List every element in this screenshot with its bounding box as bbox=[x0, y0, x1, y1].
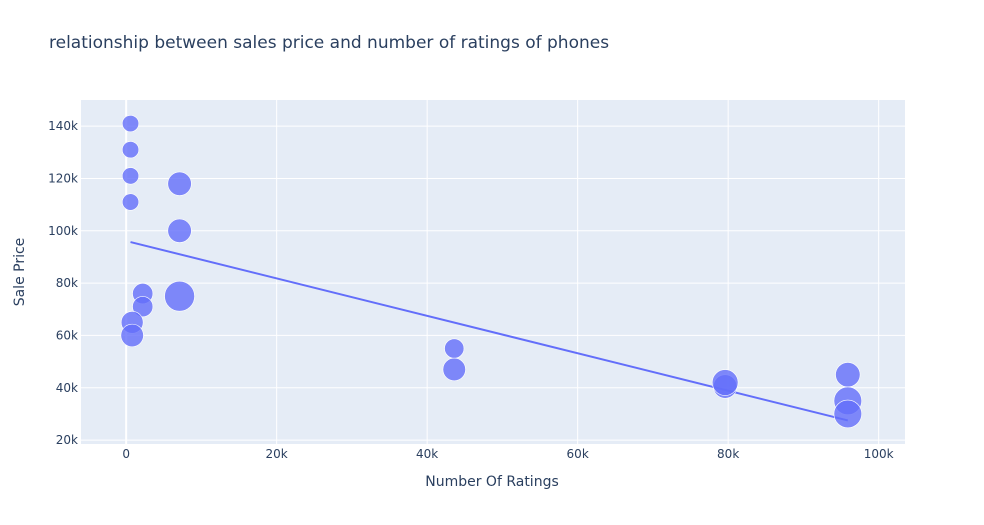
x-tick-label: 0 bbox=[122, 447, 130, 461]
x-tick-label: 60k bbox=[567, 447, 589, 461]
data-point[interactable] bbox=[121, 114, 140, 133]
x-tick-label: 40k bbox=[416, 447, 438, 461]
data-point[interactable] bbox=[132, 296, 154, 318]
data-point[interactable] bbox=[120, 323, 144, 348]
x-tick-label: 80k bbox=[717, 447, 739, 461]
grid-lines bbox=[81, 100, 905, 444]
data-point[interactable] bbox=[164, 280, 195, 312]
x-tick-label: 20k bbox=[266, 447, 288, 461]
y-tick-label: 140k bbox=[48, 119, 78, 133]
data-point[interactable] bbox=[442, 357, 466, 382]
data-point[interactable] bbox=[711, 369, 739, 396]
y-tick-label: 80k bbox=[56, 276, 78, 290]
y-tick-label: 60k bbox=[56, 328, 78, 342]
data-point[interactable] bbox=[167, 171, 192, 196]
y-axis-ticks: 20k 40k 60k 80k 100k 120k 140k bbox=[48, 119, 78, 447]
x-tick-label: 100k bbox=[864, 447, 894, 461]
y-tick-label: 40k bbox=[56, 381, 78, 395]
y-axis-title: Sale Price bbox=[12, 238, 28, 307]
data-point[interactable] bbox=[833, 399, 862, 429]
chart-title: relationship between sales price and num… bbox=[49, 33, 610, 53]
data-point[interactable] bbox=[121, 193, 140, 211]
markers-layer bbox=[120, 114, 862, 429]
data-point[interactable] bbox=[121, 141, 140, 159]
y-tick-label: 20k bbox=[56, 433, 78, 447]
x-axis-title: Number Of Ratings bbox=[425, 474, 559, 490]
y-tick-label: 100k bbox=[48, 224, 78, 238]
data-point[interactable] bbox=[121, 167, 140, 185]
x-axis-ticks: 0 20k 40k 60k 80k 100k bbox=[122, 447, 893, 461]
data-point[interactable] bbox=[835, 362, 861, 388]
plot-area bbox=[81, 100, 905, 444]
y-tick-label: 120k bbox=[48, 171, 78, 185]
data-point[interactable] bbox=[167, 218, 192, 243]
data-point[interactable] bbox=[444, 338, 465, 359]
